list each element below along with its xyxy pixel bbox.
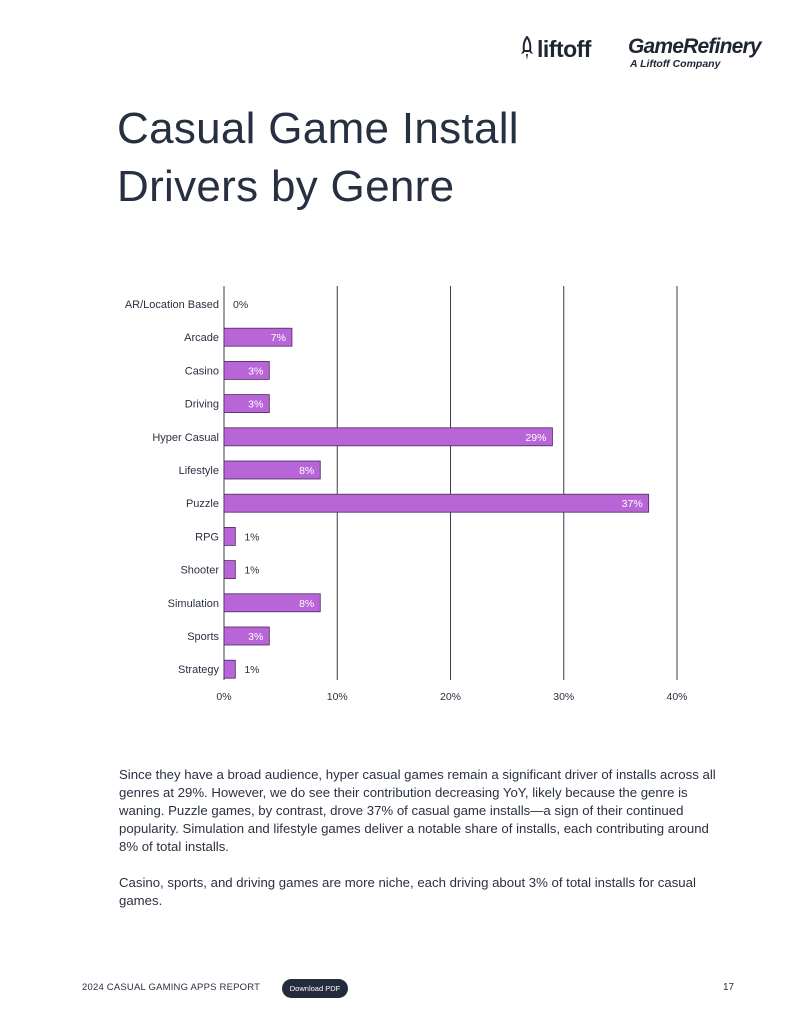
- bar: [223, 460, 321, 480]
- data-label: 1%: [244, 565, 259, 577]
- page-title-line1: Casual Game Install: [117, 104, 519, 153]
- bar: [223, 394, 270, 413]
- category-label: RPG: [195, 531, 219, 543]
- category-label: Casino: [185, 365, 219, 377]
- download-pdf-button[interactable]: Download PDF: [282, 979, 348, 998]
- data-label: 29%: [525, 432, 546, 444]
- x-tick-label: 30%: [553, 691, 574, 703]
- x-tick-label: 0%: [216, 691, 231, 703]
- data-label: 3%: [248, 399, 263, 411]
- gamerefinery-tagline: A Liftoff Company: [630, 58, 721, 70]
- data-label: 8%: [299, 465, 314, 477]
- gamerefinery-logo-text: GameRefinery: [628, 35, 762, 58]
- body-paragraph-1: Since they have a broad audience, hyper …: [119, 767, 716, 854]
- category-label: AR/Location Based: [125, 299, 219, 311]
- data-label: 37%: [622, 498, 643, 510]
- category-label: Sports: [187, 631, 219, 643]
- bar: [223, 526, 236, 546]
- rocket-icon: [521, 36, 533, 60]
- x-tick-label: 20%: [440, 691, 461, 703]
- bar-chart-svg: 0% 10% 20% 30% 40% AR/Location Based 0% Arcade 7…: [125, 286, 688, 703]
- category-label: Shooter: [180, 565, 219, 577]
- data-label: 8%: [299, 598, 314, 610]
- data-label: 0%: [233, 299, 248, 311]
- data-label: 7%: [271, 332, 286, 344]
- x-tick-label: 40%: [666, 691, 687, 703]
- bar: [223, 327, 293, 347]
- data-label: 3%: [248, 631, 263, 643]
- liftoff-logo-text: liftoff: [537, 35, 591, 62]
- install-drivers-chart: 0% 10% 20% 30% 40% AR/Location Based 0% Arcade 7…: [100, 275, 720, 715]
- category-label: Simulation: [168, 598, 219, 610]
- category-label: Strategy: [178, 664, 219, 676]
- bar: [223, 361, 270, 380]
- bar: [223, 659, 236, 679]
- category-label: Puzzle: [186, 498, 219, 510]
- x-tick-label: 10%: [327, 691, 348, 703]
- body-paragraph-2: Casino, sports, and driving games are mo…: [119, 875, 696, 908]
- page-title-line2: Drivers by Genre: [117, 162, 455, 211]
- data-label: 3%: [248, 365, 263, 377]
- bar: [223, 427, 553, 447]
- bar: [223, 493, 650, 513]
- data-label: 1%: [244, 664, 259, 676]
- category-label: Driving: [185, 399, 219, 411]
- bar: [223, 560, 236, 580]
- bar: [223, 593, 321, 613]
- category-label: Hyper Casual: [152, 432, 219, 444]
- body-text: Since they have a broad audience, hyper …: [119, 766, 729, 928]
- bar: [223, 626, 270, 646]
- liftoff-logo: liftoff: [520, 34, 591, 64]
- footer-report-title: 2024 CASUAL GAMING APPS REPORT: [82, 982, 261, 993]
- gamerefinery-logo: GameRefinery A Liftoff Company: [628, 35, 762, 71]
- data-label: 1%: [244, 531, 259, 543]
- page-number: 17: [723, 982, 735, 993]
- page-title: Casual Game Install Drivers by Genre: [117, 100, 717, 216]
- category-label: Lifestyle: [179, 465, 219, 477]
- category-label: Arcade: [184, 332, 219, 344]
